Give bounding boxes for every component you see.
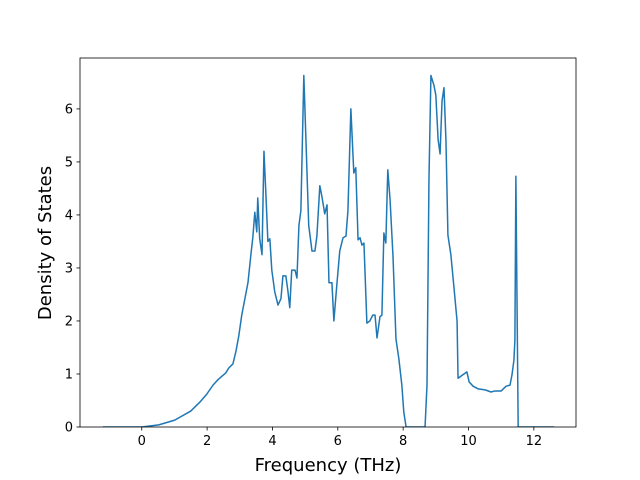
data-line [102, 74, 555, 427]
y-tick-label: 0 [65, 421, 73, 436]
x-tick-label: 0 [138, 434, 146, 449]
y-tick-label: 6 [65, 102, 73, 117]
x-tick-label: 8 [399, 434, 407, 449]
x-axis-label: Frequency (THz) [255, 455, 402, 476]
y-tick-label: 2 [65, 314, 73, 329]
y-tick-label: 4 [65, 208, 73, 223]
x-tick-label: 10 [460, 434, 477, 449]
y-axis-label: Density of States [35, 166, 56, 320]
y-tick-label: 5 [65, 155, 73, 170]
x-tick-label: 2 [203, 434, 211, 449]
x-tick-label: 6 [334, 434, 342, 449]
y-tick-label: 1 [65, 367, 73, 382]
x-tick-label: 4 [268, 434, 276, 449]
x-tick-label: 12 [526, 434, 543, 449]
axes-frame [79, 57, 577, 428]
y-tick-label: 3 [65, 261, 73, 276]
